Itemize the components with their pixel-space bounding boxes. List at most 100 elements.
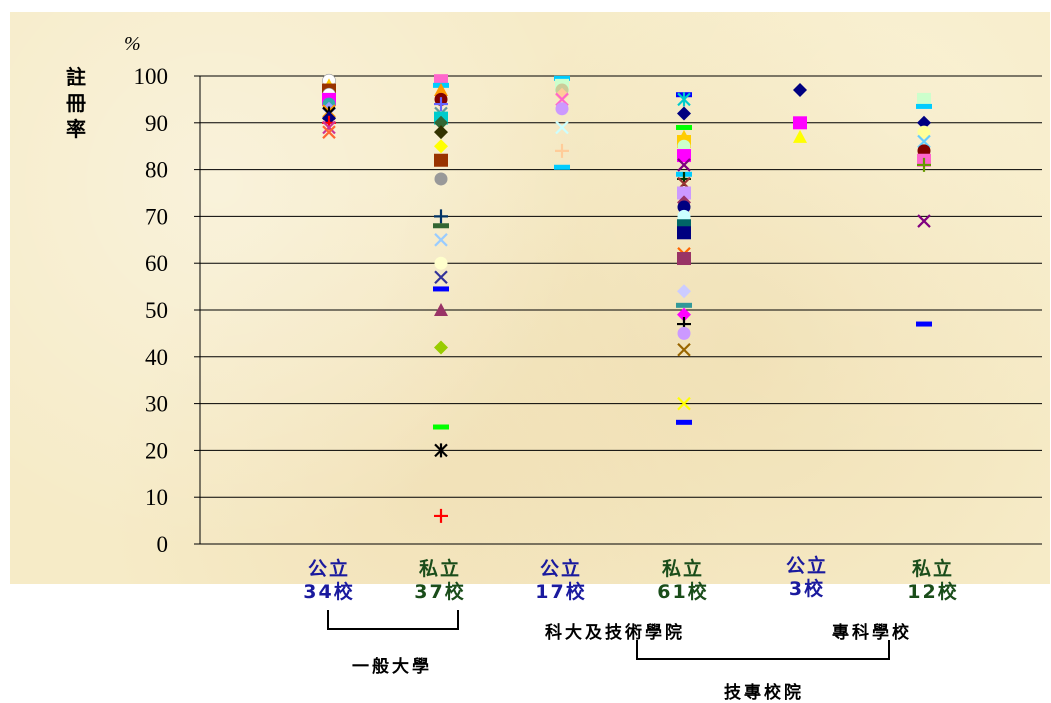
data-point-dash — [433, 223, 449, 229]
data-point-plus — [555, 143, 569, 158]
data-point — [677, 200, 691, 214]
data-point-dash — [916, 321, 932, 327]
data-point-dash — [676, 419, 692, 425]
data-point — [677, 284, 691, 299]
data-point-diamond — [677, 284, 691, 299]
data-point — [433, 223, 449, 229]
data-point — [434, 83, 448, 97]
category-label: 私立 37校 — [395, 558, 485, 604]
data-point-x — [434, 270, 448, 285]
category-label: 公立 3校 — [762, 555, 852, 601]
data-point — [434, 270, 448, 285]
data-point-plus — [434, 508, 448, 523]
data-point — [433, 286, 449, 292]
y-tick-label: 40 — [145, 345, 168, 370]
tech-vocational-bracket — [636, 640, 890, 660]
category-label-line2: 34校 — [303, 581, 355, 603]
data-point — [793, 129, 807, 143]
data-point-x — [322, 125, 336, 139]
data-point — [434, 303, 448, 316]
data-point — [677, 326, 691, 340]
data-point — [916, 321, 932, 327]
data-point-dash — [916, 103, 932, 109]
data-point-circle — [677, 326, 691, 340]
category-label-line2: 3校 — [788, 578, 826, 600]
y-tick-label: 80 — [145, 158, 168, 183]
data-point — [917, 92, 931, 106]
data-point — [434, 139, 448, 154]
data-point — [676, 302, 692, 308]
category-label-line1: 私立 — [418, 558, 461, 580]
data-point-square — [677, 252, 691, 266]
data-point — [677, 396, 691, 411]
y-tick-label: 50 — [145, 298, 168, 323]
data-point-x — [677, 396, 691, 411]
data-point-dash — [433, 286, 449, 292]
y-tick-label: 90 — [145, 111, 168, 136]
category-label: 私立 61校 — [638, 558, 728, 604]
data-point-dash — [676, 302, 692, 308]
y-axis-label: 註冊率 — [66, 65, 86, 141]
category-label-line1: 私立 — [911, 558, 954, 580]
data-point-x — [555, 92, 569, 107]
data-point-diamond — [434, 340, 448, 355]
data-point — [434, 508, 448, 523]
data-point-diamond — [793, 83, 807, 98]
data-point-x — [917, 214, 931, 228]
data-point — [917, 115, 931, 130]
y-tick-label: 100 — [134, 64, 169, 89]
data-point — [677, 226, 691, 240]
chart-background — [10, 12, 1050, 584]
data-point-diamond — [434, 115, 448, 130]
category-label-line1: 公立 — [785, 555, 828, 577]
data-point — [793, 83, 807, 98]
data-point-x — [677, 158, 691, 172]
data-point — [917, 214, 931, 228]
data-point — [434, 340, 448, 355]
data-point-star — [677, 92, 691, 107]
tech-university-label: 科大及技術學院 — [545, 623, 685, 643]
y-tick-label: 60 — [145, 251, 168, 276]
y-tick-label: 20 — [145, 438, 168, 463]
data-point — [434, 256, 448, 270]
data-point — [434, 153, 448, 167]
data-point — [917, 157, 931, 172]
data-point — [434, 125, 448, 140]
data-point — [434, 443, 448, 458]
data-point — [677, 186, 691, 200]
y-tick-label: 10 — [145, 485, 168, 510]
data-point-circle — [677, 200, 691, 214]
category-label-line1: 公立 — [539, 558, 582, 580]
data-point — [677, 252, 691, 266]
data-point-dash — [554, 164, 570, 170]
category-label: 公立 17校 — [516, 558, 606, 604]
y-unit-label: % — [124, 33, 141, 55]
data-point — [676, 124, 692, 130]
data-point-x — [677, 343, 691, 357]
data-point — [555, 120, 569, 135]
data-point — [434, 115, 448, 130]
data-point-dash — [433, 424, 449, 430]
data-point-x — [555, 120, 569, 135]
data-point — [677, 92, 691, 107]
data-point-plus — [917, 157, 931, 172]
data-point — [434, 209, 448, 224]
data-point — [554, 75, 570, 81]
data-point-square — [434, 153, 448, 167]
data-point — [677, 106, 691, 121]
junior-college-label: 專科學校 — [832, 623, 912, 643]
data-point-diamond — [555, 87, 569, 102]
general-university-label: 一般大學 — [352, 657, 432, 677]
data-point-diamond — [677, 307, 691, 322]
data-point — [555, 102, 569, 116]
data-point — [676, 419, 692, 425]
data-point — [677, 149, 691, 163]
data-point-x — [322, 120, 336, 135]
data-point-circle — [917, 125, 931, 139]
category-label-line1: 公立 — [307, 558, 350, 580]
y-tick-label: 30 — [145, 392, 168, 417]
data-point-diamond — [677, 106, 691, 121]
data-point — [916, 103, 932, 109]
tech-vocational-label: 技專校院 — [724, 683, 804, 703]
